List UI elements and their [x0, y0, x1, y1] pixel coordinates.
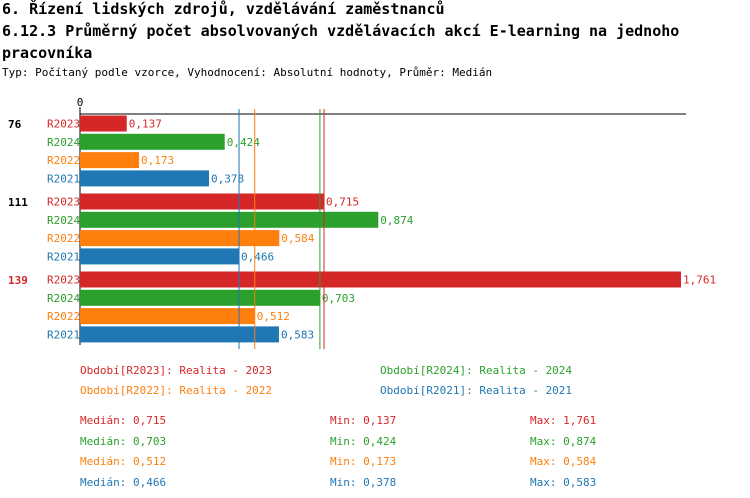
bar — [80, 271, 681, 288]
series-label: R2021 — [47, 250, 80, 263]
bar-value-label: 1,761 — [683, 274, 716, 287]
chart-subtitle: Typ: Počítaný podle vzorce, Vyhodnocení:… — [2, 66, 493, 79]
bar-value-label: 0,173 — [141, 154, 174, 167]
stat-median: Medián: 0,512 — [80, 455, 167, 468]
bar-value-label: 0,703 — [322, 292, 355, 305]
legend-entry: Období[R2024]: Realita - 2024 — [380, 364, 573, 377]
bar-value-label: 0,584 — [281, 232, 314, 245]
bar — [80, 308, 255, 325]
stat-min: Min: 0,137 — [330, 414, 397, 427]
stat-max: Max: 0,583 — [530, 475, 597, 489]
stat-max: Max: 0,584 — [530, 455, 597, 468]
series-label: R2024 — [47, 136, 80, 149]
group-label: 76 — [8, 118, 22, 131]
bar-value-label: 0,424 — [227, 136, 260, 149]
bar — [80, 152, 140, 169]
bar — [80, 230, 280, 247]
axis-zero-label: 0 — [77, 96, 84, 109]
series-label: R2022 — [47, 154, 80, 167]
group-label: 139 — [8, 274, 28, 287]
stat-median: Medián: 0,703 — [80, 434, 167, 448]
stat-min: Min: 0,378 — [330, 475, 397, 489]
stat-min: Min: 0,424 — [330, 434, 397, 448]
section-heading: 6. Řízení lidských zdrojů, vzdělávání za… — [2, 0, 445, 18]
bar — [80, 115, 127, 132]
stat-max: Max: 1,761 — [530, 414, 597, 427]
bar-value-label: 0,137 — [129, 118, 162, 131]
legend-entry: Období[R2021]: Realita - 2021 — [380, 384, 573, 397]
series-label: R2021 — [47, 328, 80, 341]
stat-min: Min: 0,173 — [330, 455, 397, 468]
series-label: R2023 — [47, 118, 80, 131]
bar — [80, 133, 225, 150]
bar — [80, 170, 210, 187]
stat-median: Medián: 0,715 — [80, 414, 167, 427]
bar — [80, 248, 240, 265]
bar-value-label: 0,874 — [380, 214, 413, 227]
bar-value-label: 0,378 — [211, 172, 244, 185]
bar — [80, 211, 379, 228]
series-label: R2024 — [47, 292, 80, 305]
bar-value-label: 0,466 — [241, 250, 274, 263]
series-label: R2022 — [47, 310, 80, 323]
series-label: R2024 — [47, 214, 80, 227]
legend-entry: Období[R2022]: Realita - 2022 — [80, 384, 273, 397]
bar — [80, 289, 320, 306]
bar — [80, 193, 325, 210]
group-label: 111 — [8, 196, 28, 209]
series-label: R2023 — [47, 274, 80, 287]
chart-title: 6.12.3 Průměrný počet absolvovaných vzdě… — [2, 22, 680, 62]
series-label: R2022 — [47, 232, 80, 245]
bar-value-label: 0,512 — [257, 310, 290, 323]
series-label: R2023 — [47, 196, 80, 209]
bar — [80, 326, 279, 343]
stat-median: Medián: 0,466 — [80, 475, 167, 489]
stat-max: Max: 0,874 — [530, 434, 597, 448]
bar-value-label: 0,715 — [326, 196, 359, 209]
series-label: R2021 — [47, 172, 80, 185]
legend-entry: Období[R2023]: Realita - 2023 — [80, 364, 273, 377]
bar-value-label: 0,583 — [281, 328, 314, 341]
